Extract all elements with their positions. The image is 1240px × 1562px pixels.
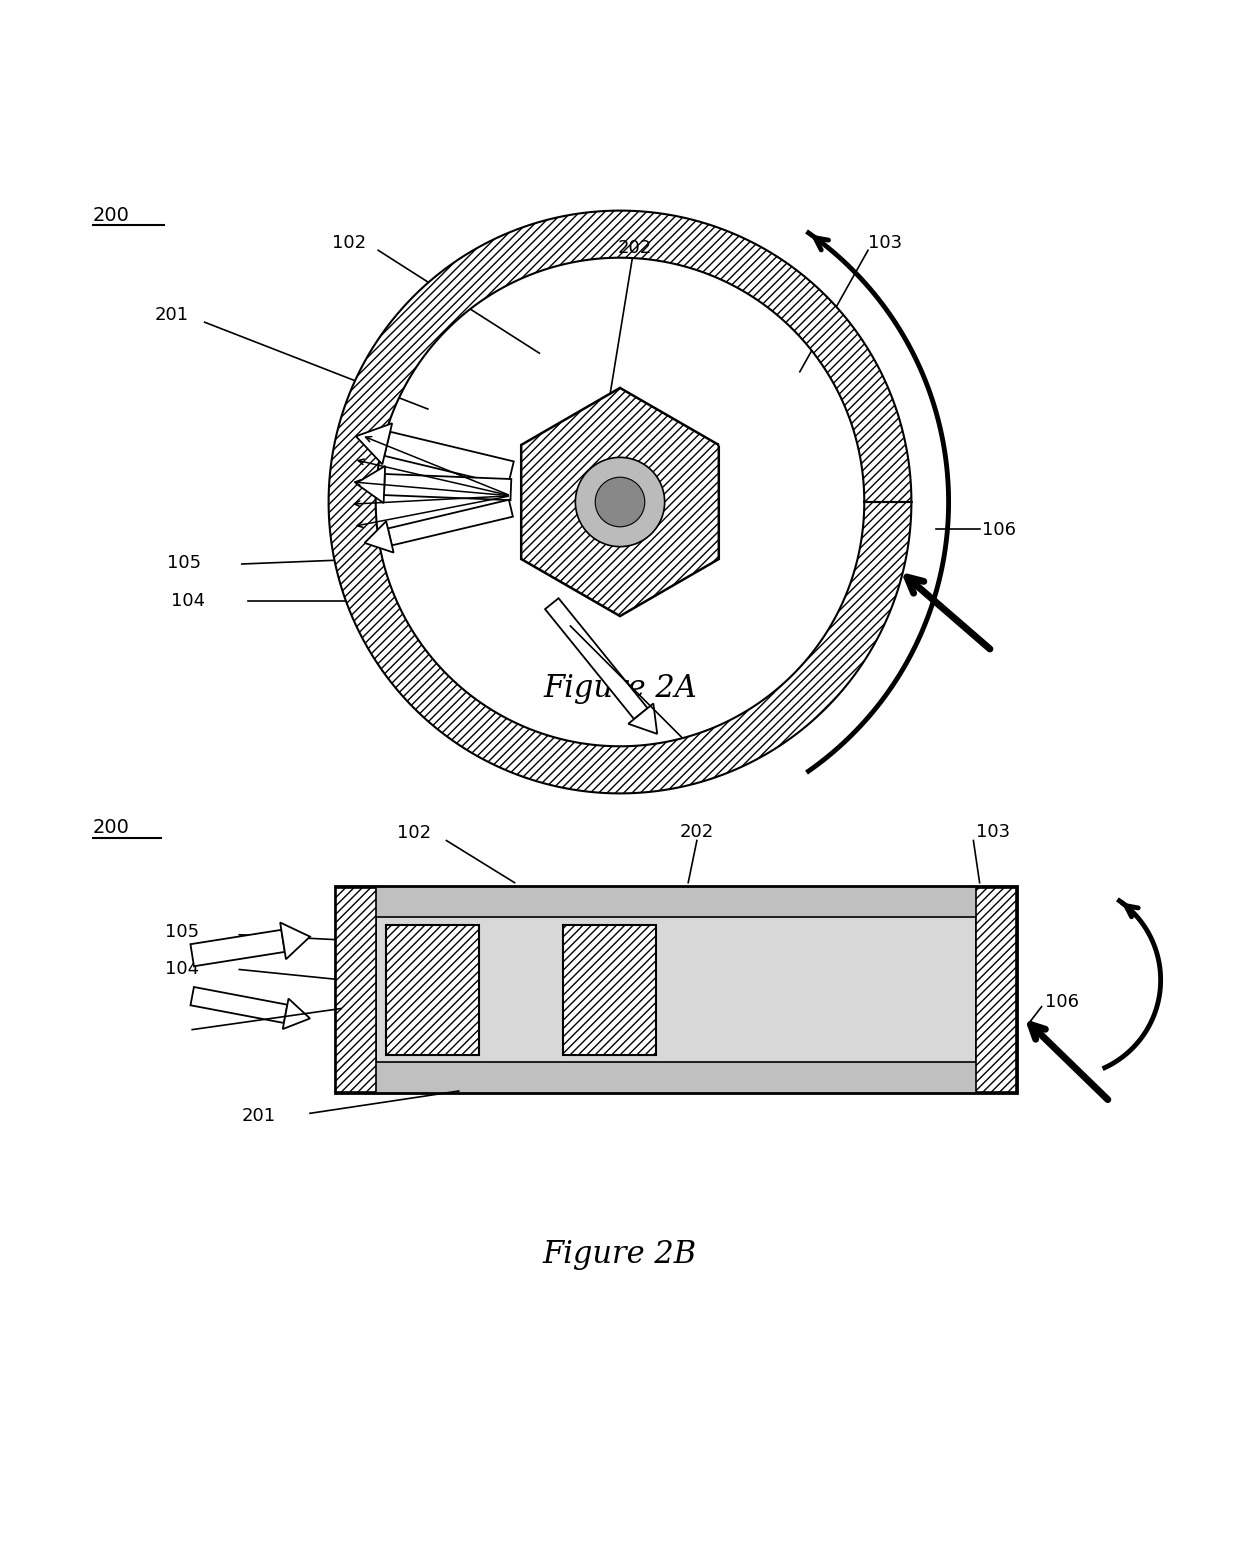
Text: 106: 106 [982, 522, 1016, 539]
Polygon shape [365, 522, 393, 553]
Text: 201: 201 [155, 306, 190, 323]
Text: 200: 200 [93, 818, 130, 837]
Polygon shape [356, 423, 392, 464]
Text: 200: 200 [93, 206, 130, 225]
Text: 202: 202 [680, 823, 714, 840]
Text: 105: 105 [167, 553, 202, 572]
Polygon shape [384, 431, 513, 486]
Bar [376, 917, 976, 1062]
Polygon shape [356, 465, 386, 503]
Bar [335, 886, 1017, 1093]
Text: 106: 106 [1045, 993, 1079, 1011]
Text: 102: 102 [332, 234, 367, 251]
Polygon shape [546, 598, 647, 719]
Text: 105: 105 [165, 923, 200, 942]
Text: 201: 201 [242, 1107, 277, 1125]
Bar [976, 887, 1016, 1092]
Circle shape [595, 478, 645, 526]
Polygon shape [191, 929, 285, 967]
Circle shape [575, 458, 665, 547]
Bar [336, 887, 376, 1092]
Text: Figure 2B: Figure 2B [543, 1239, 697, 1270]
Polygon shape [384, 473, 511, 500]
Circle shape [376, 258, 864, 747]
Polygon shape [191, 987, 288, 1023]
Text: 103: 103 [976, 823, 1011, 840]
Polygon shape [280, 923, 310, 959]
Text: 104: 104 [165, 961, 200, 978]
Text: 104: 104 [171, 592, 206, 611]
Polygon shape [629, 703, 657, 734]
Text: 102: 102 [397, 825, 432, 842]
Polygon shape [521, 387, 719, 615]
Text: 103: 103 [868, 234, 903, 251]
Bar [563, 925, 656, 1054]
Bar [386, 925, 479, 1054]
Text: Figure 2A: Figure 2A [543, 673, 697, 703]
Text: 202: 202 [618, 239, 652, 256]
Polygon shape [329, 211, 911, 793]
Polygon shape [388, 500, 513, 545]
Polygon shape [283, 998, 310, 1029]
